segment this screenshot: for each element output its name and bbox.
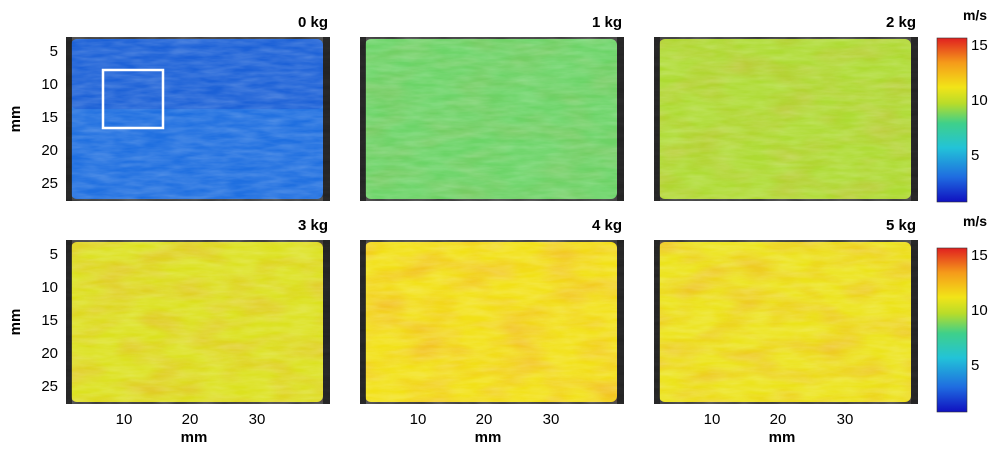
x-tick-label: 10: [410, 411, 427, 428]
colorbar-tick-label: 5: [971, 357, 979, 374]
edge-right: [617, 240, 624, 404]
colorbar-tick-label: 15: [971, 37, 988, 54]
speckle-texture: [360, 240, 624, 404]
x-tick-label: 30: [543, 411, 560, 428]
panel-title: 4 kg: [592, 217, 622, 234]
panel-4: [360, 240, 624, 404]
panel-5: [654, 240, 918, 404]
edge-right: [323, 37, 330, 201]
edge-right: [911, 37, 918, 201]
y-tick-label: 5: [50, 246, 58, 263]
panel-1: [360, 37, 624, 201]
y-tick-label: 10: [41, 76, 58, 93]
x-axis-label: mm: [769, 429, 796, 446]
y-axis-label: mm: [7, 106, 24, 133]
x-tick-label: 20: [182, 411, 199, 428]
edge-right: [911, 240, 918, 404]
speckle-texture: [66, 37, 330, 201]
y-tick-label: 25: [41, 175, 58, 192]
panel-title: 0 kg: [298, 14, 328, 31]
edge-left: [360, 240, 366, 404]
colorbar-gradient: [936, 247, 968, 413]
x-tick-label: 20: [770, 411, 787, 428]
roi-box: [101, 68, 165, 130]
speckle-texture: [654, 37, 918, 201]
y-tick-label: 10: [41, 279, 58, 296]
speckle-texture: [66, 240, 330, 404]
edge-left: [360, 37, 366, 201]
y-tick-label: 25: [41, 378, 58, 395]
panel-title: 2 kg: [886, 14, 916, 31]
y-tick-label: 20: [41, 345, 58, 362]
x-tick-label: 30: [249, 411, 266, 428]
panel-title: 5 kg: [886, 217, 916, 234]
colorbar-unit: m/s: [963, 7, 987, 23]
colorbar-unit: m/s: [963, 213, 987, 229]
panel-2: [654, 37, 918, 201]
x-tick-label: 20: [476, 411, 493, 428]
edge-left: [654, 37, 660, 201]
colorbar-tick-label: 5: [971, 147, 979, 164]
y-tick-label: 5: [50, 43, 58, 60]
x-tick-label: 30: [837, 411, 854, 428]
edge-right: [617, 37, 624, 201]
x-axis-label: mm: [475, 429, 502, 446]
speckle-texture: [360, 37, 624, 201]
edge-right: [323, 240, 330, 404]
colorbar-0: m/s 15 10 5: [936, 7, 988, 203]
colorbar-tick-label: 10: [971, 92, 988, 109]
y-tick-label: 20: [41, 142, 58, 159]
colorbar-tick-label: 10: [971, 302, 988, 319]
y-axis-label: mm: [7, 309, 24, 336]
x-axis-label: mm: [181, 429, 208, 446]
edge-left: [66, 37, 72, 201]
edge-left: [654, 240, 660, 404]
panel-title: 3 kg: [298, 217, 328, 234]
x-tick-label: 10: [704, 411, 721, 428]
colorbar-1: m/s 15 10 5: [936, 213, 988, 413]
speckle-texture: [654, 240, 918, 404]
panel-title: 1 kg: [592, 14, 622, 31]
y-tick-label: 15: [41, 109, 58, 126]
panel-0: [66, 37, 330, 201]
edge-left: [66, 240, 72, 404]
panel-3: [66, 240, 330, 404]
colorbar-gradient: [936, 37, 968, 203]
x-tick-label: 10: [116, 411, 133, 428]
colorbar-tick-label: 15: [971, 247, 988, 264]
y-tick-label: 15: [41, 312, 58, 329]
